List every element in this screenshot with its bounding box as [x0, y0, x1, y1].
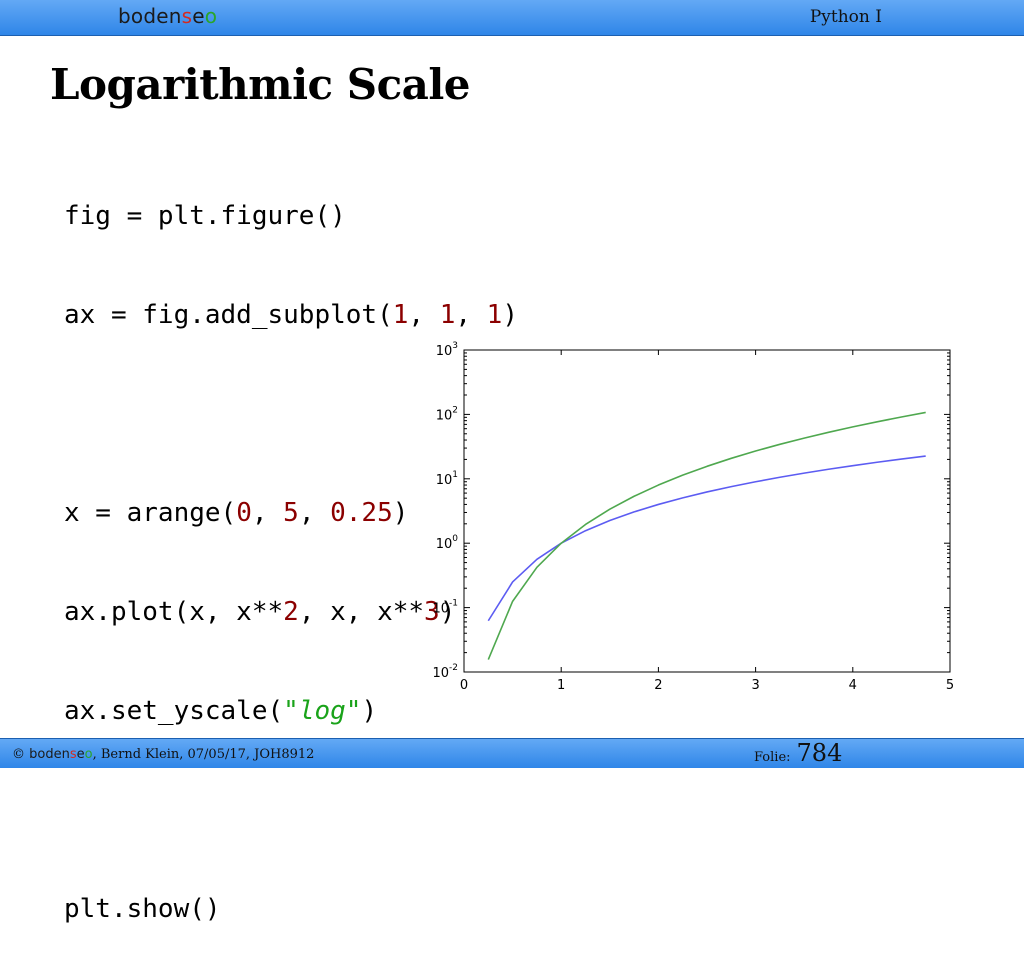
x-tick-label: 5: [946, 678, 954, 693]
folie-number: 784: [796, 739, 843, 767]
x-tick-label: 1: [557, 678, 565, 693]
course-title: Python I: [809, 7, 882, 27]
log-scale-chart: 0 1 2 3 4 5 10-2 10-1 100 101 102 103: [432, 341, 954, 693]
slide-title: Logarithmic Scale: [50, 60, 471, 109]
y-tick-label: 100: [436, 534, 459, 552]
code-line: ax = fig.add_subplot(1, 1, 1): [64, 300, 518, 330]
bodenseo-logo: bodenseo: [118, 4, 218, 28]
footer-credits: © bodenseo, Bernd Klein, 07/05/17, JOH89…: [12, 747, 314, 762]
y-tick-label: 102: [436, 405, 458, 423]
footer-info: , Bernd Klein, 07/05/17, JOH8912: [92, 747, 315, 762]
plot-frame: [463, 349, 951, 673]
y-tick-label: 101: [436, 470, 458, 488]
footer-bodenseo-logo: bodenseo: [29, 747, 93, 762]
footer-bar: © bodenseo, Bernd Klein, 07/05/17, JOH89…: [0, 738, 1024, 768]
folie-label: Folie:: [754, 750, 791, 765]
x-tick-label: 2: [654, 678, 662, 693]
code-line: plt.show(): [64, 894, 221, 924]
y-tick-label: 10-2: [432, 663, 458, 681]
code-blank-line: [64, 794, 518, 827]
y-tick-label: 103: [436, 341, 458, 359]
code-line: x = arange(0, 5, 0.25): [64, 498, 409, 528]
y-tick-label: 10-1: [432, 599, 458, 617]
x-tick-label: 4: [849, 678, 857, 693]
series-line-2: [487, 411, 926, 660]
header-bar: bodenseo Python I: [0, 0, 1024, 36]
copyright-symbol: ©: [12, 747, 25, 762]
code-line: ax.plot(x, x**2, x, x**3): [64, 597, 456, 627]
code-line: ax.set_yscale("log"): [64, 696, 378, 726]
x-tick-label: 3: [751, 678, 759, 693]
slide-number: Folie: 784: [754, 739, 842, 767]
x-tick-label: 0: [460, 678, 468, 693]
code-line: fig = plt.figure(): [64, 201, 346, 231]
